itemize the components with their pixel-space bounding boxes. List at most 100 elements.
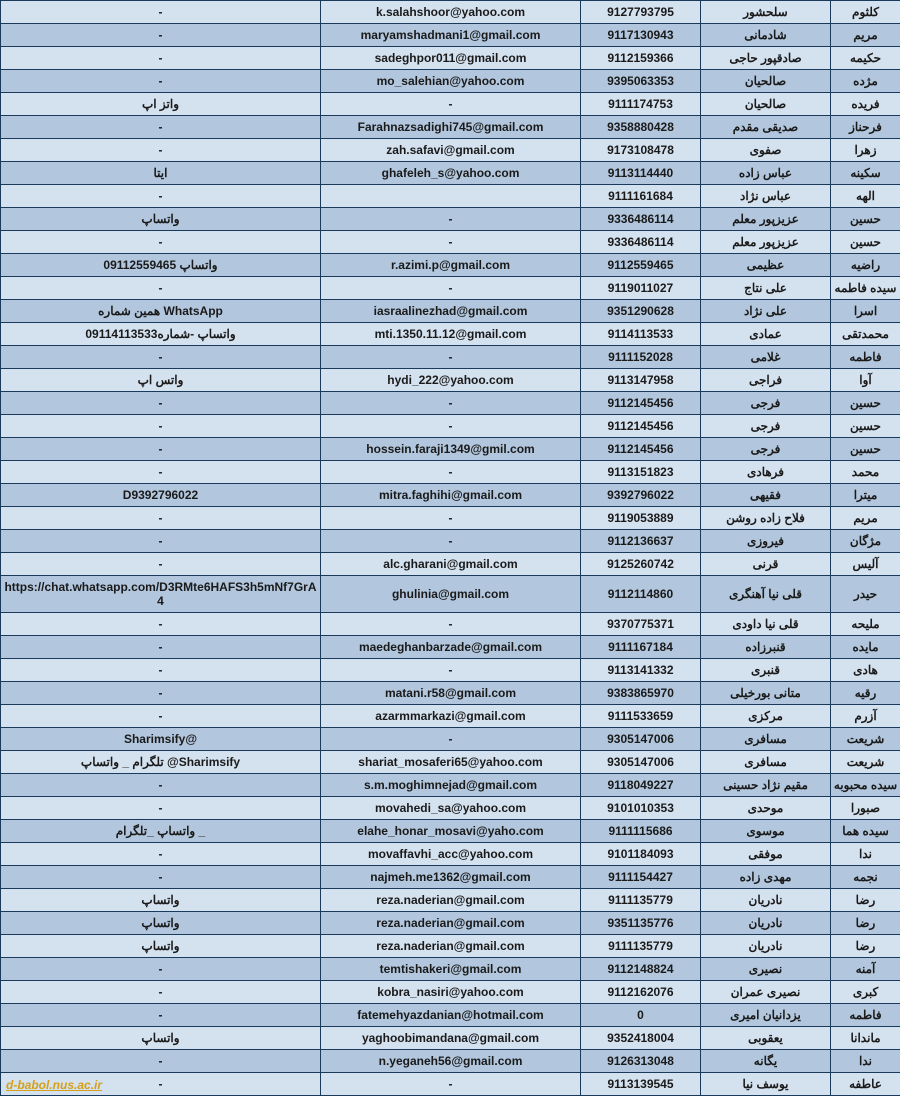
firstname-cell: فریده [831,93,900,116]
email-cell: r.azimi.p@gmail.com [321,254,581,277]
lastname-cell: قرنی [701,553,831,576]
notes-cell: - [1,47,321,70]
table-row: -‪9111161684‬عباس نژادالهه [1,185,900,208]
notes-cell: واتساپ [1,935,321,958]
firstname-cell: ندا [831,1050,900,1073]
lastname-cell: فرجی [701,415,831,438]
table-row: همین شماره WhatsAppiasraalinezhad@gmail.… [1,300,900,323]
lastname-cell: علی نژاد [701,300,831,323]
email-cell: reza.naderian@gmail.com [321,912,581,935]
firstname-cell: حسین [831,392,900,415]
phone-cell: ‪9118049227‬ [581,774,701,797]
email-cell: - [321,346,581,369]
email-cell: fatemehyazdanian@hotmail.com [321,1004,581,1027]
notes-cell: - [1,843,321,866]
table-row: --‪9113139545‬یوسف نیاعاطفه [1,1073,900,1096]
notes-cell: - [1,530,321,553]
phone-cell: ‪9119053889‬ [581,507,701,530]
firstname-cell: صبورا [831,797,900,820]
notes-cell: - [1,231,321,254]
email-cell: k.salahshoor@yahoo.com [321,1,581,24]
lastname-cell: صفوی [701,139,831,162]
email-cell: Farahnazsadighi745@gmail.com [321,116,581,139]
email-cell: - [321,659,581,682]
phone-cell: ‪9113114440‬ [581,162,701,185]
email-cell: reza.naderian@gmail.com [321,889,581,912]
table-row: --‪9112145456‬فرجیحسین [1,415,900,438]
lastname-cell: غلامی [701,346,831,369]
table-row: -n.yeganeh56@gmail.com‪9126313048‬یگانهن… [1,1050,900,1073]
notes-cell: - [1,613,321,636]
lastname-cell: عظیمی [701,254,831,277]
firstname-cell: آوا [831,369,900,392]
phone-cell: ‪9111154427‬ [581,866,701,889]
phone-cell: ‪9395063353‬ [581,70,701,93]
notes-cell: واتساپ _تلگرام _ [1,820,321,843]
notes-cell: - [1,346,321,369]
table-row: -azarmmarkazi@gmail.com‪9111533659‬مرکزی… [1,705,900,728]
lastname-cell: صالحیان [701,70,831,93]
notes-cell: - [1,705,321,728]
table-row: --‪9112136637‬فیروزیمژگان [1,530,900,553]
phone-cell: ‪9351290628‬ [581,300,701,323]
table-row: --‪9113141332‬قنبریهادی [1,659,900,682]
firstname-cell: سیده فاطمه [831,277,900,300]
table-row: Sharimsify@-‪9305147006‬مسافریشریعت [1,728,900,751]
phone-cell: ‪9351135776‬ [581,912,701,935]
phone-cell: ‪9111135779‬ [581,935,701,958]
email-cell: movaffavhi_acc@yahoo.com [321,843,581,866]
firstname-cell: اسرا [831,300,900,323]
lastname-cell: قنبری [701,659,831,682]
table-row: -temtishakeri@gmail.com‪9112148824‬نصیری… [1,958,900,981]
firstname-cell: عاطفه [831,1073,900,1096]
lastname-cell: موفقی [701,843,831,866]
footer-link[interactable]: d-babol.nus.ac.ir [6,1078,102,1092]
firstname-cell: حیدر [831,576,900,613]
notes-cell: - [1,958,321,981]
phone-cell: ‪9101010353‬ [581,797,701,820]
lastname-cell: عباس نژاد [701,185,831,208]
notes-cell: - [1,636,321,659]
email-cell: - [321,93,581,116]
phone-cell: ‪9119011027‬ [581,277,701,300]
lastname-cell: قلی نیا داودی [701,613,831,636]
table-row: --‪9113151823‬فرهادیمحمد [1,461,900,484]
notes-cell: واتساپ 09112559465 [1,254,321,277]
email-cell: mti.1350.11.12@gmail.com [321,323,581,346]
email-cell: hossein.faraji1349@gmil.com [321,438,581,461]
phone-cell: ‪9336486114‬ [581,231,701,254]
phone-cell: ‪9111135779‬ [581,889,701,912]
table-row: ایتاghafeleh_s@yahoo.com‪9113114440‬عباس… [1,162,900,185]
table-row: --‪9119053889‬فلاح زاده روشنمریم [1,507,900,530]
lastname-cell: عزیزپور معلم [701,231,831,254]
notes-cell: - [1,277,321,300]
phone-cell: ‪9114113533‬ [581,323,701,346]
email-cell: reza.naderian@gmail.com [321,935,581,958]
phone-cell: ‪9111174753‬ [581,93,701,116]
lastname-cell: صادقپور حاجی [701,47,831,70]
notes-cell: - [1,24,321,47]
table-row: واتساپ -شماره09114113533mti.1350.11.12@g… [1,323,900,346]
phone-cell: ‪9113147958‬ [581,369,701,392]
email-cell: mitra.faghihi@gmail.com [321,484,581,507]
email-cell: maedeghanbarzade@gmail.com [321,636,581,659]
email-cell: temtishakeri@gmail.com [321,958,581,981]
firstname-cell: محمدتقی [831,323,900,346]
phone-cell: ‪9112559465‬ [581,254,701,277]
notes-cell: https://chat.whatsapp.com/D3RMte6HAFS3h5… [1,576,321,613]
table-row: -alc.gharani@gmail.com‪9125260742‬قرنیآل… [1,553,900,576]
notes-cell: - [1,797,321,820]
notes-cell: - [1,139,321,162]
lastname-cell: موحدی [701,797,831,820]
firstname-cell: ندا [831,843,900,866]
firstname-cell: فاطمه [831,1004,900,1027]
notes-cell: - [1,70,321,93]
phone-cell: ‪9112145456‬ [581,415,701,438]
lastname-cell: فرجی [701,438,831,461]
email-cell: - [321,728,581,751]
table-row: -sadeghpor011@gmail.com‪9112159366‬صادقپ… [1,47,900,70]
firstname-cell: حسین [831,231,900,254]
notes-cell: واتز اپ [1,93,321,116]
table-row: --‪9370775371‬قلی نیا داودیملیحه [1,613,900,636]
lastname-cell: یعقوبی [701,1027,831,1050]
